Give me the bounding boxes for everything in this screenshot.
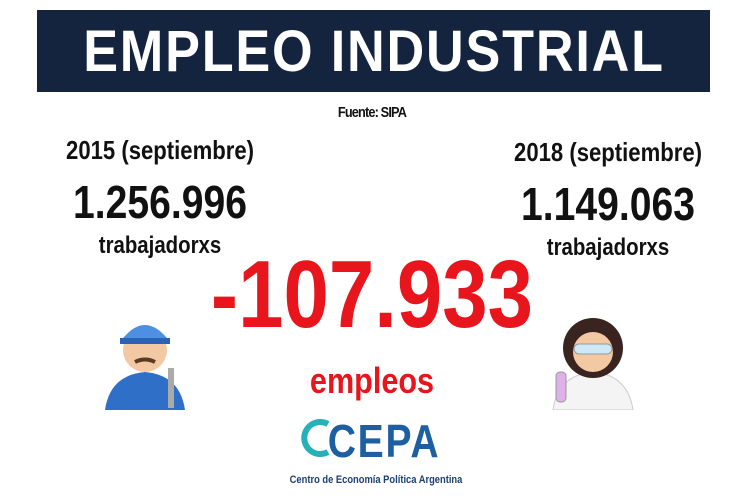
logo-mark <box>301 419 330 457</box>
count: 1.149.063 <box>521 178 695 230</box>
worker-icon <box>105 325 185 410</box>
change: -107.933 <box>210 241 534 348</box>
source: Fuente: SIPA <box>337 104 407 121</box>
logo: CEPA <box>327 415 441 467</box>
unit: trabajadorxs <box>98 232 222 259</box>
scientist-icon <box>552 318 634 410</box>
period: 2018 (septiembre) <box>514 137 702 167</box>
count: 1.256.996 <box>73 176 247 228</box>
unit: trabajadorxs <box>546 234 670 261</box>
logo-subtitle: Centro de Economía Política Argentina <box>289 474 463 486</box>
period: 2015 (septiembre) <box>66 135 254 165</box>
title: EMPLEO INDUSTRIAL <box>82 19 665 84</box>
change-unit: empleos <box>309 360 435 401</box>
title-banner: EMPLEO INDUSTRIAL <box>37 10 710 92</box>
